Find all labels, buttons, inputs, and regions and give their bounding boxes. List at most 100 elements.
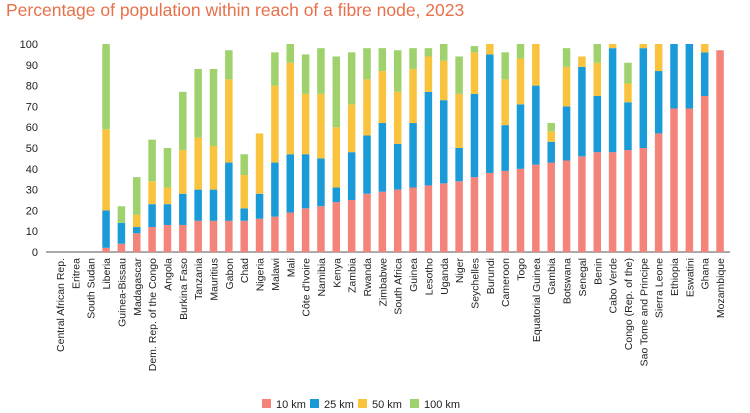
bar-segment-50-km: [639, 44, 648, 49]
bar-segment-25-km: [255, 193, 264, 219]
bar-segment-50-km: [209, 145, 218, 190]
bar-segment-50-km: [700, 44, 709, 53]
bar-segment-25-km: [179, 193, 187, 225]
x-tick-label: Nigeria: [255, 258, 267, 291]
bar-segment-25-km: [639, 48, 648, 148]
x-tick-label: Madagascar: [132, 257, 144, 315]
bar-segment-100-km: [547, 123, 555, 132]
bar-segment-100-km: [133, 177, 141, 215]
x-tick-label: Malawi: [270, 258, 282, 291]
x-tick-label: Tanzania: [193, 258, 205, 300]
bar-segment-10-km: [332, 202, 341, 252]
bar-segment-10-km: [455, 181, 463, 252]
bar-segment-50-km: [286, 62, 294, 155]
bar-segment-50-km: [424, 56, 433, 92]
bar-segment-10-km: [347, 200, 356, 252]
x-tick-label: Burundi: [485, 258, 497, 294]
bar-segment-25-km: [455, 148, 463, 182]
bar-segment-100-km: [409, 48, 417, 69]
bar-segment-25-km: [286, 154, 294, 213]
y-tick-label: 60: [26, 122, 38, 134]
bar-segment-10-km: [393, 189, 402, 252]
y-tick-label: 30: [26, 185, 38, 197]
bar-segment-50-km: [470, 52, 479, 94]
bar-segment-50-km: [455, 93, 463, 148]
bar-segment-50-km: [225, 79, 233, 163]
bar-segment-50-km: [179, 150, 187, 194]
bar-segment-10-km: [700, 96, 709, 252]
bar-segment-100-km: [393, 50, 402, 92]
bar-segment-100-km: [332, 56, 341, 128]
x-tick-label: Togo: [516, 258, 528, 281]
bar-segment-100-km: [225, 50, 233, 80]
y-tick-label: 90: [26, 60, 38, 72]
bar-segment-100-km: [301, 54, 310, 94]
x-tick-label: Zambia: [347, 258, 359, 293]
bar-segment-100-km: [240, 154, 248, 176]
bar-segment-50-km: [578, 56, 586, 67]
y-tick-label: 20: [26, 205, 38, 217]
bar-segment-25-km: [225, 162, 233, 221]
bar-segment-25-km: [209, 189, 218, 221]
bar-segment-10-km: [470, 177, 479, 252]
legend-label: 50 km: [372, 399, 402, 411]
bar-segment-100-km: [271, 52, 279, 86]
bar-segment-10-km: [562, 160, 571, 252]
bar-segment-25-km: [608, 48, 617, 153]
bar-segment-10-km: [654, 133, 663, 252]
bar-segment-25-km: [670, 44, 678, 109]
bar-segment-100-km: [470, 46, 479, 53]
bar-segment-10-km: [424, 185, 433, 252]
bar-segment-25-km: [547, 141, 555, 163]
x-tick-label: Central African Rep.: [55, 258, 67, 352]
x-tick-label: Uganda: [439, 258, 451, 295]
bar-segment-50-km: [133, 214, 141, 228]
bar-segment-100-km: [117, 206, 126, 223]
bar-segment-50-km: [501, 79, 509, 126]
bar-segment-50-km: [409, 68, 417, 124]
x-tick-label: Zimbabwe: [377, 258, 389, 307]
legend-label: 100 km: [424, 399, 460, 411]
bar-segment-25-km: [532, 85, 540, 165]
x-tick-label: Botswana: [562, 258, 574, 304]
bar-segment-10-km: [516, 168, 525, 252]
bar-segment-50-km: [148, 181, 156, 205]
bar-segment-100-km: [516, 44, 525, 59]
bar-segment-10-km: [501, 170, 509, 252]
bar-segment-50-km: [486, 44, 494, 55]
x-tick-label: Benin: [592, 258, 604, 285]
bar-segment-25-km: [163, 204, 172, 225]
legend-label: 10 km: [276, 399, 306, 411]
x-tick-label: Mozambique: [715, 258, 727, 318]
bar-segment-50-km: [562, 66, 571, 107]
bar-segment-25-km: [271, 162, 279, 217]
bar-segment-10-km: [163, 224, 172, 252]
bar-segment-10-km: [117, 243, 126, 252]
bar-segment-10-km: [286, 212, 294, 252]
x-tick-label: Lesotho: [423, 258, 435, 296]
bar-segment-100-km: [455, 56, 463, 94]
x-tick-label: Burkina Faso: [178, 258, 190, 320]
legend-swatch: [410, 399, 419, 408]
bar-segment-50-km: [194, 137, 202, 190]
x-tick-label: Ghana: [700, 258, 712, 290]
bar-segment-25-km: [440, 100, 448, 184]
bar-segment-25-km: [424, 91, 433, 186]
bar-segment-100-km: [501, 52, 509, 80]
bar-segment-100-km: [317, 48, 325, 94]
bar-segment-50-km: [363, 79, 371, 136]
bar-segment-10-km: [608, 152, 617, 252]
bar-segment-25-km: [317, 158, 325, 207]
x-tick-label: Chad: [239, 258, 251, 283]
bar-segment-10-km: [102, 247, 110, 252]
chart-title: Percentage of population within reach of…: [6, 0, 465, 20]
bar-segment-10-km: [271, 216, 279, 252]
bar-segment-25-km: [347, 152, 356, 200]
bar-segment-10-km: [532, 164, 540, 252]
bar-segment-25-km: [393, 143, 402, 190]
bar-segment-10-km: [409, 187, 417, 252]
bar-segment-10-km: [670, 108, 678, 252]
bar-segment-10-km: [194, 220, 202, 252]
bar-segment-100-km: [562, 48, 571, 67]
bar-segment-10-km: [440, 183, 448, 252]
